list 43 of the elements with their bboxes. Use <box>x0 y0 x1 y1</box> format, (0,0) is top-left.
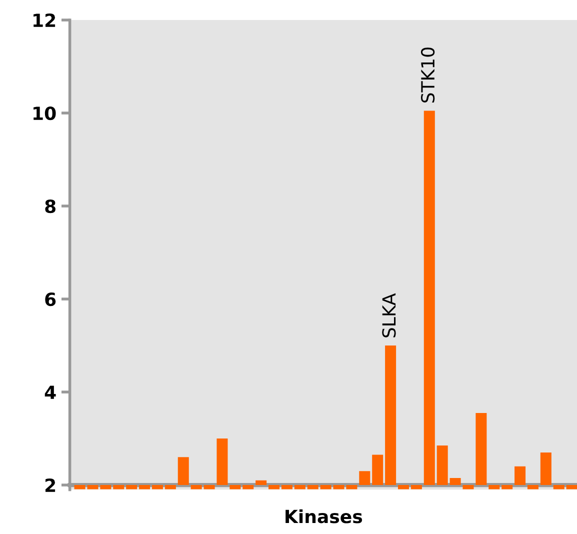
bar <box>152 485 163 490</box>
bar <box>410 485 422 490</box>
y-tick-label: 10 <box>34 106 56 120</box>
bar <box>307 485 318 490</box>
bar <box>294 485 306 490</box>
bar <box>476 412 487 486</box>
bar <box>553 485 564 490</box>
bar <box>216 438 228 486</box>
data-label: STK10 <box>420 48 435 103</box>
bar <box>178 457 189 486</box>
bar <box>164 485 176 490</box>
bar <box>281 485 292 490</box>
y-tick-label: 2 <box>45 478 56 492</box>
bar <box>488 485 500 490</box>
bar <box>126 485 138 490</box>
bar <box>190 485 202 490</box>
bar <box>256 480 267 486</box>
bar <box>527 485 538 490</box>
bar <box>514 466 526 486</box>
bar <box>566 485 577 490</box>
bar <box>113 485 124 490</box>
bar <box>204 485 215 490</box>
y-tick-label: 12 <box>34 13 56 27</box>
bar <box>242 485 254 490</box>
bar <box>436 446 448 486</box>
bar <box>100 485 112 490</box>
bar <box>462 485 474 490</box>
bar <box>398 485 409 490</box>
data-label: SLKA <box>382 293 396 338</box>
bar <box>372 454 384 486</box>
bar <box>502 485 513 490</box>
bar <box>230 485 241 490</box>
bar <box>139 485 150 490</box>
bar <box>359 471 370 486</box>
bar <box>540 452 552 486</box>
bar <box>450 478 461 486</box>
bar <box>424 110 435 486</box>
x-axis-title: Kinases <box>286 509 362 524</box>
y-tick-label: 8 <box>45 199 56 214</box>
bar <box>385 346 396 486</box>
bar <box>268 485 280 490</box>
y-tick-label: 6 <box>45 292 56 306</box>
y-tick-label: 4 <box>44 386 56 399</box>
